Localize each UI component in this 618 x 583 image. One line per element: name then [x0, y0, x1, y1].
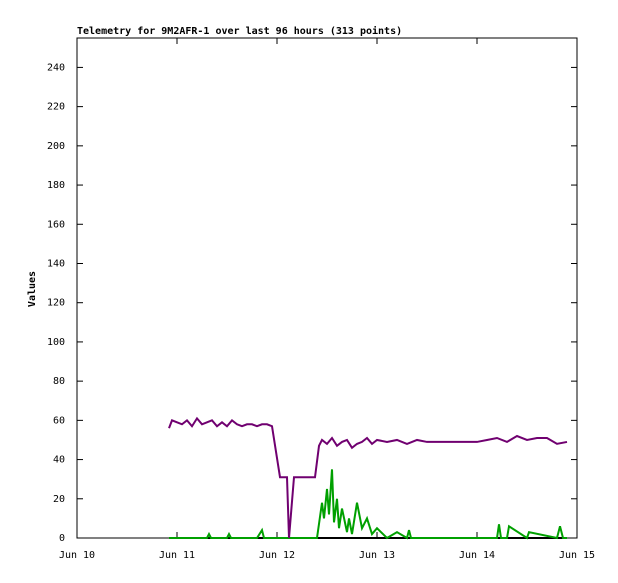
x-tick-label: Jun 12: [259, 550, 295, 561]
y-tick-label: 60: [53, 415, 65, 426]
y-tick-label: 20: [53, 494, 65, 505]
x-tick-label: Jun 13: [359, 550, 395, 561]
series-line: [168, 416, 568, 539]
series-line: [169, 469, 567, 540]
y-tick-label: 180: [47, 180, 65, 191]
y-tick-label: 80: [53, 376, 65, 387]
y-tick-label: 200: [47, 141, 65, 152]
chart-title: Telemetry for 9M2AFR-1 over last 96 hour…: [77, 25, 402, 37]
y-tick-label: 140: [47, 258, 65, 269]
y-tick-label: 40: [53, 455, 65, 466]
x-tick-label: Jun 11: [159, 550, 195, 561]
y-tick-label: 0: [59, 533, 65, 544]
x-tick-label: Jun 14: [459, 550, 495, 561]
y-tick-label: 160: [47, 219, 65, 230]
y-tick-label: 100: [47, 337, 65, 348]
y-tick-label: 240: [47, 62, 65, 73]
x-tick-label: Jun 15: [559, 550, 595, 561]
y-axis-label: Values: [27, 271, 38, 307]
y-tick-label: 120: [47, 298, 65, 309]
x-tick-label: Jun 10: [59, 550, 95, 561]
y-tick-label: 220: [47, 102, 65, 113]
